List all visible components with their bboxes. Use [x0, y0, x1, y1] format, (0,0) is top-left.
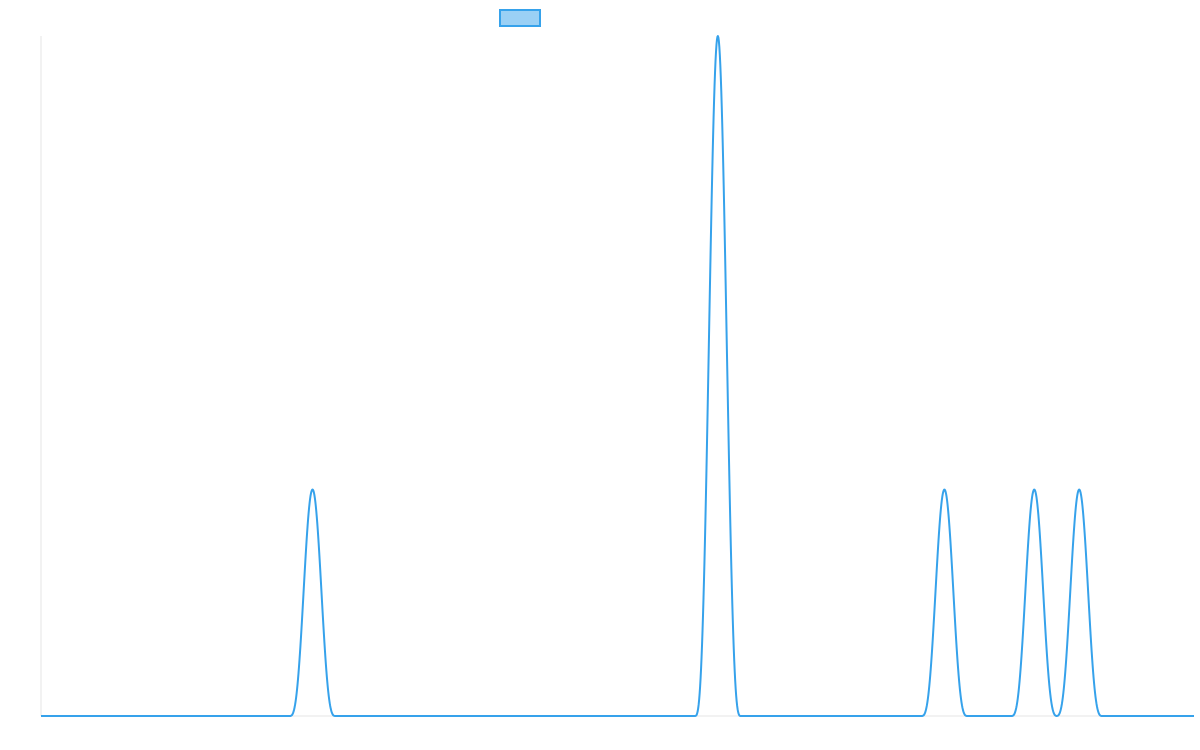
- legend-swatch[interactable]: [499, 9, 541, 27]
- series-line-1: [40, 35, 1195, 717]
- series-group: [40, 33, 1195, 717]
- peak-point-2[interactable]: [715, 33, 721, 39]
- peak-point-1[interactable]: [310, 487, 316, 493]
- peak-point-3[interactable]: [941, 487, 947, 493]
- peak-point-4[interactable]: [1031, 487, 1037, 493]
- peak-point-5[interactable]: [1076, 487, 1082, 493]
- axes: [40, 36, 1194, 717]
